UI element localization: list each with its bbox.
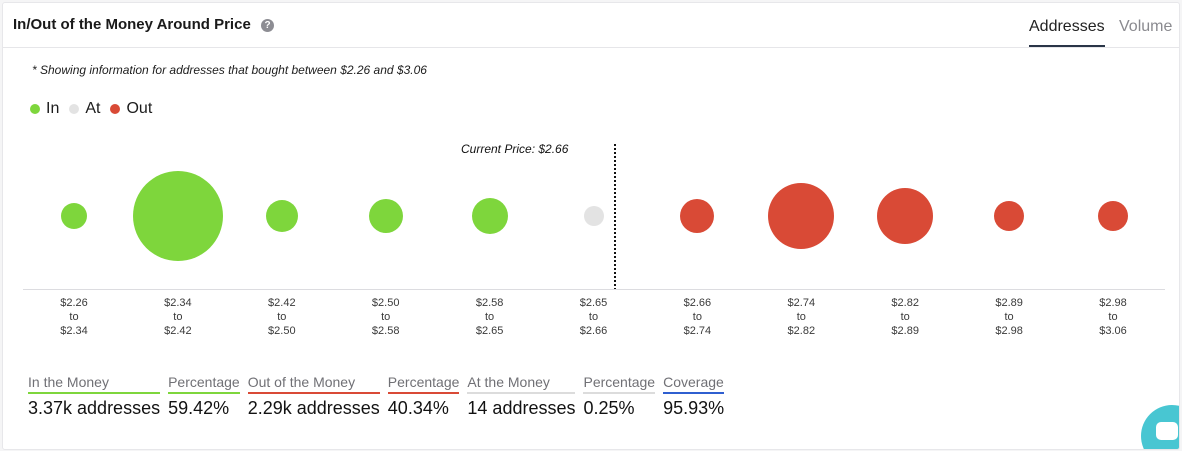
stat-label: Coverage — [663, 374, 725, 394]
stat-in-the-money: In the Money 3.37k addresses — [28, 374, 161, 419]
legend-item-at: At — [69, 100, 100, 118]
stat-value: 3.37k addresses — [28, 398, 161, 418]
current-price-label: Current Price: $2.66 — [461, 142, 569, 156]
chart-legend: In At Out — [30, 100, 162, 118]
x-tick-label: $2.65 to $2.66 — [579, 297, 608, 337]
bubble-in[interactable] — [61, 203, 87, 229]
current-price-marker — [614, 144, 616, 290]
stat-value: 2.29k addresses — [247, 398, 380, 418]
bubble-in[interactable] — [471, 198, 508, 234]
legend-dot-out — [110, 104, 121, 114]
stat-label: Percentage — [168, 374, 240, 394]
stat-label: Out of the Money — [247, 374, 380, 394]
x-axis-line — [23, 289, 1165, 290]
stat-label: Percentage — [387, 374, 460, 394]
stat-label: At the Money — [467, 374, 576, 394]
legend-label-at: At — [85, 100, 101, 117]
bubble-out[interactable] — [877, 188, 934, 244]
bubble-at[interactable] — [583, 206, 604, 226]
card-title: In/Out of the Money Around Price — [13, 16, 251, 33]
stat-value: 40.34% — [387, 398, 449, 418]
legend-item-in: In — [30, 100, 59, 118]
tab-volume[interactable]: Volume — [1119, 18, 1173, 35]
stat-out-of-the-money: Out of the Money 2.29k addresses — [247, 374, 380, 419]
stat-value: 14 addresses — [467, 398, 576, 418]
legend-item-out: Out — [110, 100, 152, 118]
stat-at-the-money: At the Money 14 addresses — [467, 374, 576, 419]
chat-icon — [1156, 422, 1178, 440]
bubble-in[interactable] — [265, 200, 298, 232]
bubble-in[interactable] — [368, 199, 403, 233]
stat-value: 59.42% — [168, 398, 230, 418]
stat-label: In the Money — [28, 374, 161, 394]
stat-value: 95.93% — [663, 398, 725, 418]
stat-label: Percentage — [583, 374, 656, 394]
legend-label-out: Out — [126, 100, 153, 117]
bubble-in[interactable] — [132, 171, 223, 261]
x-tick-label: $2.66 to $2.74 — [683, 297, 712, 337]
x-tick-label: $2.98 to $3.06 — [1099, 297, 1127, 337]
x-tick-label: $2.82 to $2.89 — [891, 297, 919, 337]
x-tick-label: $2.34 to $2.42 — [164, 297, 192, 337]
x-tick-label: $2.50 to $2.58 — [371, 297, 400, 337]
legend-dot-in — [30, 104, 40, 114]
x-tick-label: $2.58 to $2.65 — [475, 297, 504, 337]
legend-label-in: In — [46, 100, 60, 117]
help-icon[interactable]: ? — [261, 19, 274, 32]
range-note: * Showing information for addresses that… — [32, 63, 427, 77]
legend-dot-at — [69, 104, 80, 114]
stat-at-percentage: Percentage 0.25% — [583, 374, 656, 419]
stat-value: 0.25% — [583, 398, 635, 418]
x-tick-label: $2.42 to $2.50 — [268, 297, 296, 337]
x-tick-label: $2.74 to $2.82 — [787, 297, 816, 337]
stat-coverage: Coverage 95.93% — [663, 374, 725, 419]
bubble-out[interactable] — [1098, 201, 1128, 231]
stat-in-percentage: Percentage 59.42% — [168, 374, 240, 419]
bubble-out[interactable] — [768, 183, 835, 249]
x-tick-label: $2.26 to $2.34 — [60, 297, 88, 337]
stat-out-percentage: Percentage 40.34% — [387, 374, 460, 419]
chat-button[interactable] — [1141, 405, 1179, 449]
tab-addresses[interactable]: Addresses — [1029, 18, 1105, 47]
bubble-out[interactable] — [680, 199, 715, 233]
summary-stats: In the Money 3.37k addresses Percentage … — [28, 374, 732, 419]
card-header: In/Out of the Money Around Price ? Addre… — [3, 3, 1179, 48]
x-tick-label: $2.89 to $2.98 — [995, 297, 1023, 337]
bubble-out[interactable] — [994, 201, 1025, 231]
